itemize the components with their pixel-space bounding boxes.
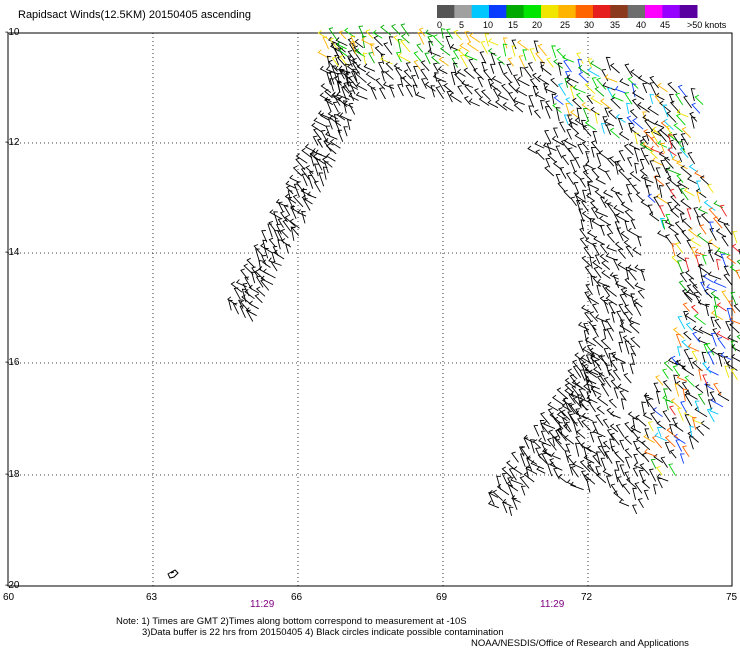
- legend-swatch: [437, 5, 455, 18]
- y-tick-label: -20: [5, 580, 20, 591]
- legend-swatch: [558, 5, 577, 18]
- island-outline: [167, 569, 179, 579]
- plot-frame: [7, 32, 733, 587]
- x-tick-label: 72: [581, 592, 593, 603]
- map-title: Rapidsact Winds(12.5KM) 20150405 ascendi…: [18, 9, 251, 21]
- note-line-2: 3)Data buffer is 22 hrs from 20150405 4)…: [142, 627, 504, 638]
- wind-barbs: [227, 23, 740, 517]
- legend-label: 40: [636, 20, 647, 30]
- legend-swatch: [679, 5, 698, 18]
- note-line-3: NOAA/NESDIS/Office of Research and Appli…: [471, 638, 689, 649]
- legend-swatch: [645, 5, 663, 18]
- y-tick-label: -16: [5, 357, 20, 368]
- legend-label: 30: [584, 20, 595, 30]
- legend-swatch: [541, 5, 559, 18]
- legend-swatch: [489, 5, 507, 18]
- legend-label: 10: [483, 20, 494, 30]
- legend-swatch: [575, 5, 594, 18]
- y-tick-label: -14: [5, 247, 20, 258]
- legend-label: 0: [437, 20, 443, 30]
- x-tick-label: 75: [726, 592, 738, 603]
- legend-swatch: [506, 5, 525, 18]
- grid-lines: [8, 33, 732, 586]
- legend-swatch: [627, 5, 646, 18]
- x-tick-label: 60: [3, 592, 15, 603]
- legend-swatch: [471, 5, 490, 18]
- time-label-left: 11:29: [250, 599, 275, 610]
- legend-label: 45: [660, 20, 671, 30]
- legend-label: >50 knots: [687, 20, 727, 30]
- legend-color-bar: [437, 5, 698, 18]
- legend-swatch: [662, 5, 681, 18]
- legend-label: 35: [610, 20, 621, 30]
- x-tick-label: 63: [146, 592, 158, 603]
- legend-label: 20: [532, 20, 543, 30]
- note-line-1: Note: 1) Times are GMT 2)Times along bot…: [116, 616, 467, 627]
- legend-swatch: [610, 5, 629, 18]
- y-tick-label: -10: [5, 27, 20, 38]
- legend-swatch: [523, 5, 542, 18]
- legend-label: 5: [459, 20, 465, 30]
- x-tick-label: 66: [291, 592, 303, 603]
- legend-label: 25: [560, 20, 571, 30]
- x-tick-label: 69: [436, 592, 448, 603]
- legend-swatch: [454, 5, 473, 18]
- legend-label: 15: [508, 20, 519, 30]
- time-label-right: 11:29: [540, 599, 565, 610]
- y-tick-label: -18: [5, 469, 20, 480]
- y-tick-label: -12: [5, 137, 20, 148]
- legend-swatch: [593, 5, 611, 18]
